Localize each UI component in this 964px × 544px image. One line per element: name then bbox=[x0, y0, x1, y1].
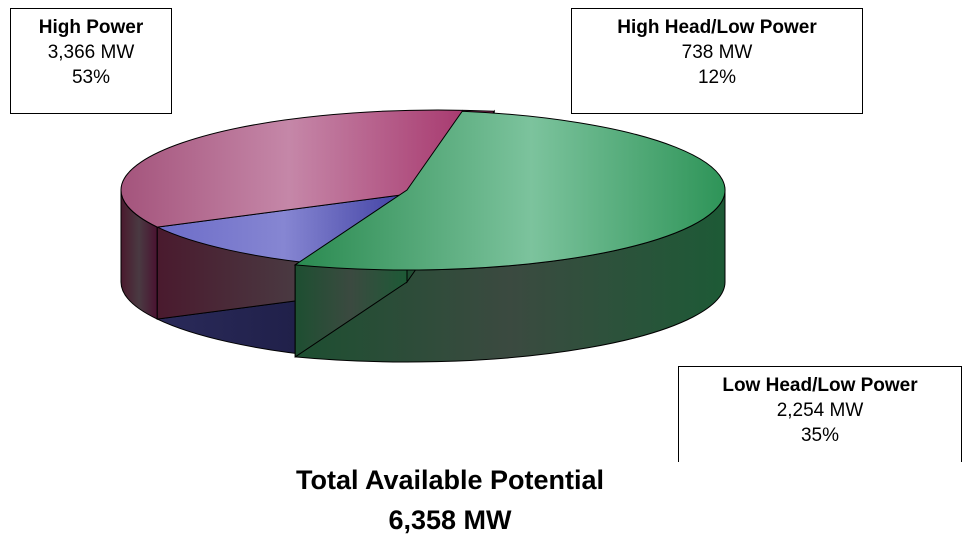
slice-label-high-head-low-power: High Head/Low Power 738 MW 12% bbox=[571, 8, 863, 114]
slice-value: 2,254 MW bbox=[776, 400, 864, 421]
slice-name: High Power bbox=[38, 17, 144, 38]
chart-title: Total Available Potential bbox=[295, 465, 605, 495]
slice-value: 738 MW bbox=[681, 42, 753, 63]
pie-slice-high-power bbox=[293, 110, 726, 271]
slice-label-high-power: High Power 3,366 MW 53% bbox=[10, 8, 172, 114]
slice-name: High Head/Low Power bbox=[617, 17, 817, 38]
slice-value: 3,366 MW bbox=[47, 42, 135, 63]
slice-percent: 35% bbox=[800, 425, 840, 446]
pie-slice-low-head-low-power bbox=[120, 109, 496, 228]
slice-label-low-head-low-power: Low Head/Low Power 2,254 MW 35% bbox=[678, 366, 962, 462]
slice-percent: 53% bbox=[71, 67, 111, 88]
slice-name: Low Head/Low Power bbox=[722, 375, 918, 396]
slice-percent: 12% bbox=[697, 67, 737, 88]
chart-total: 6,358 MW bbox=[388, 505, 512, 535]
